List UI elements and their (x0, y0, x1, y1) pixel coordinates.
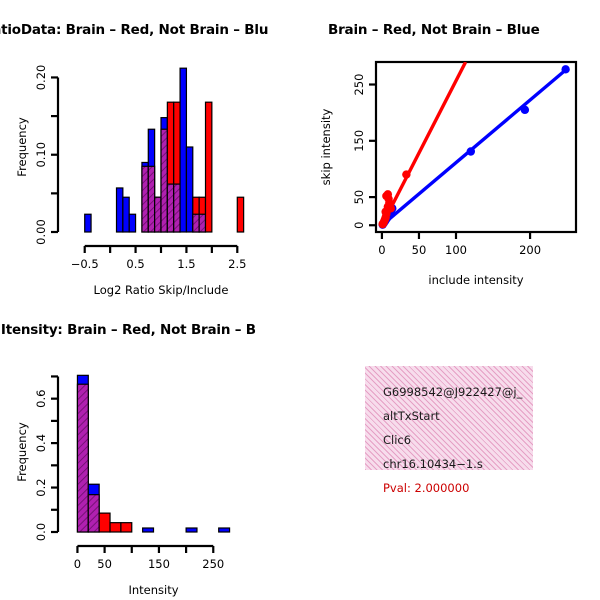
x-tick-label: 0 (74, 557, 81, 571)
x-tick-label: 250 (202, 557, 224, 571)
y-axis-title: Frequency (15, 117, 29, 177)
y-tick-label: 50 (352, 190, 366, 205)
annotation-line-event-type: altTxStart (383, 409, 440, 423)
histogram-bar-overlap (192, 213, 200, 233)
plot-frame (374, 60, 578, 234)
y-axis-title: Frequency (15, 422, 29, 482)
histogram-bar-overlap (160, 128, 168, 233)
histogram-bar-overlap (141, 165, 149, 233)
x-axis-title: Log2 Ratio Skip/Include (94, 283, 229, 297)
x-axis-title: Intensity (128, 583, 178, 597)
scatter-plot-group: 0 50 150 250 skip intensity 0 50 100 200 include … (319, 60, 578, 287)
y-axis-title: skip intensity (319, 108, 333, 185)
histogram-bar (115, 187, 124, 233)
histogram-bar (179, 67, 188, 233)
x-tick-label: 0.5 (126, 257, 144, 271)
scatter-plot: 0 50 150 250 skip intensity 0 50 100 200 include … (319, 60, 578, 287)
histogram-bar (98, 512, 111, 533)
y-tick-label: 0.6 (34, 390, 48, 408)
annotation-line-id: G6998542@J922427@j_ (383, 385, 523, 399)
regression-line (380, 62, 468, 227)
y-tick-label: 0 (352, 222, 366, 229)
histogram-bar-overlap (173, 183, 181, 233)
x-tick-label: 50 (97, 557, 112, 571)
histogram-bar-overlap (198, 213, 207, 233)
x-axis-title: include intensity (428, 273, 523, 287)
ratio-plot-group: 0.00 0.10 0.20 Frequency −0.5 0.5 1.5 2.5 Log2 R… (15, 65, 246, 297)
scatter-series-group (378, 62, 570, 229)
annotation-line-gene: Clic6 (383, 433, 412, 447)
x-tick-label: 2.5 (228, 257, 246, 271)
panel-ratio-histogram: RatioData: Brain – Red, Not Brain – Blu … (0, 0, 300, 300)
scatter-point (466, 147, 476, 156)
x-tick-label: 1.5 (177, 257, 195, 271)
panel-annotation: G6998542@J922427@j_ altTxStart Clic6 chr… (300, 300, 600, 600)
annotation-box: G6998542@J922427@j_ altTxStart Clic6 chr… (365, 366, 533, 495)
x-tick-label: −0.5 (71, 257, 99, 271)
intensity-histogram-title: ne Itensity: Brain – Red, Not Brain – B (0, 322, 256, 338)
ratio-histogram-plot: 0.00 0.10 0.20 Frequency −0.5 0.5 1.5 2.5 Log2 R… (15, 65, 246, 297)
y-tick-label: 0.00 (34, 219, 48, 245)
scatter-title: Brain – Red, Not Brain – Blue (328, 22, 540, 38)
annotation-text-lines: G6998542@J922427@j_ altTxStart Clic6 chr… (383, 380, 533, 500)
panel-scatter: Brain – Red, Not Brain – Blue 0 50 150 250 s… (300, 0, 600, 300)
histogram-bar-overlap (154, 196, 162, 233)
y-tick-label: 0.2 (34, 478, 48, 496)
regression-line (380, 67, 569, 227)
scatter-point (402, 170, 411, 179)
histogram-bar-overlap (76, 383, 89, 533)
histogram-bar-overlap (87, 494, 100, 533)
histogram-bar (185, 146, 194, 233)
intensity-histogram-plot: 0.0 0.2 0.4 0.6 Frequency 0 50 150 250 Intensity (15, 374, 231, 597)
panel-intensity-histogram: ne Itensity: Brain – Red, Not Brain – B … (0, 300, 300, 600)
scatter-point (520, 105, 530, 115)
y-tick-label: 0.20 (34, 65, 48, 91)
histogram-bar (122, 196, 130, 233)
y-tick-label: 0.0 (34, 523, 48, 541)
x-tick-label: 0 (378, 243, 385, 257)
histogram-bar-overlap (147, 165, 156, 233)
histogram-bar (84, 213, 92, 233)
x-tick-label: 200 (519, 243, 541, 257)
annotation-line-locus: chr16.10434−1.s (383, 457, 483, 471)
histogram-bar (218, 527, 231, 533)
histogram-bar (185, 527, 198, 533)
x-tick-label: 150 (148, 557, 170, 571)
histogram-bar (204, 101, 213, 233)
histogram-bar (120, 522, 133, 533)
histogram-bar-overlap (166, 183, 175, 233)
histogram-bar (109, 522, 122, 533)
y-tick-label: 0.10 (34, 142, 48, 168)
y-tick-label: 150 (352, 130, 366, 152)
intensity-plot-group: 0.0 0.2 0.4 0.6 Frequency 0 50 150 250 Intensity (15, 374, 231, 597)
ratio-histogram-title: RatioData: Brain – Red, Not Brain – Blu (0, 22, 269, 38)
annotation-line-pval: Pval: 2.000000 (383, 481, 470, 495)
x-tick-label: 100 (445, 243, 467, 257)
y-tick-label: 250 (352, 74, 366, 96)
histogram-bar (236, 196, 245, 233)
histogram-bar (142, 527, 155, 533)
y-tick-label: 0.4 (34, 434, 48, 452)
scatter-point (381, 207, 390, 216)
x-tick-label: 50 (412, 243, 427, 257)
scatter-point (561, 65, 570, 74)
annotation-hatch-pattern (365, 366, 533, 470)
histogram-bar (128, 213, 137, 233)
